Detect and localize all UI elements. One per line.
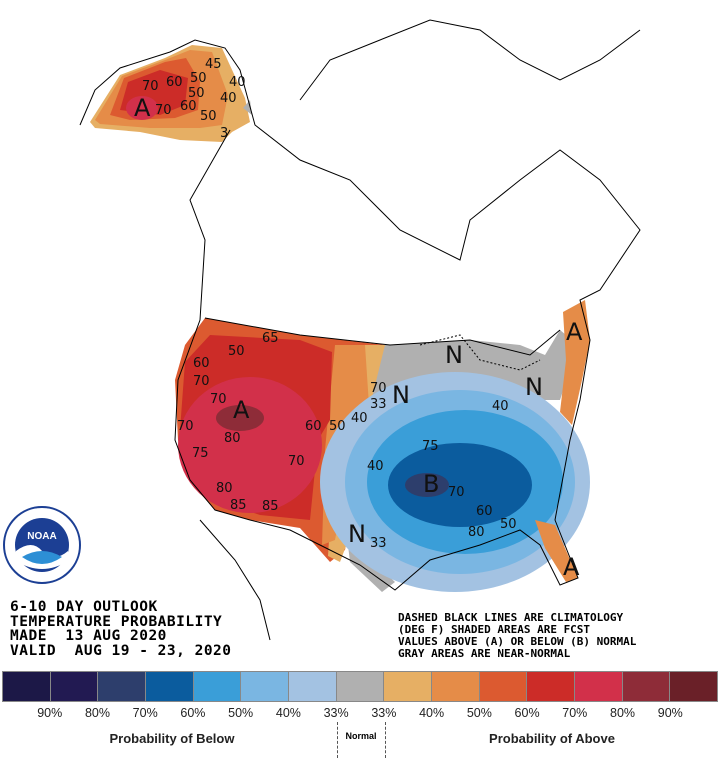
legend-swatch bbox=[527, 672, 576, 701]
contour-label: 60 bbox=[476, 504, 493, 519]
legend-above-title: Probability of Above bbox=[489, 731, 615, 746]
contour-label: 33 bbox=[370, 536, 387, 551]
legend-tick-label: 40% bbox=[275, 706, 301, 720]
contour-label: 70 bbox=[370, 381, 387, 396]
legend-tick-label: 40% bbox=[419, 706, 445, 720]
normal-marker-northeast: N bbox=[525, 373, 543, 401]
legend-swatch bbox=[146, 672, 194, 701]
legend-normal-title: Normal bbox=[345, 731, 377, 741]
legend-tick-label: 50% bbox=[466, 706, 492, 720]
contour-label: 70 bbox=[448, 485, 465, 500]
note-line: VALUES ABOVE (A) OR BELOW (B) NORMAL bbox=[398, 635, 637, 648]
outlook-title: 6-10 DAY OUTLOOK bbox=[10, 599, 158, 615]
contour-label: 50 bbox=[228, 344, 245, 359]
legend-tick-label: 90% bbox=[657, 706, 683, 720]
legend-tick-label: 90% bbox=[37, 706, 63, 720]
valid-dates: VALID AUG 19 - 23, 2020 bbox=[10, 642, 232, 659]
legend-swatch bbox=[432, 672, 480, 701]
contour-label: 50 bbox=[190, 71, 207, 86]
contour-label: 85 bbox=[262, 499, 279, 514]
note-line: DASHED BLACK LINES ARE CLIMATOLOGY bbox=[398, 611, 624, 624]
contour-label: 60 bbox=[193, 356, 210, 371]
contour-label: 70 bbox=[193, 374, 210, 389]
contour-label: 50 bbox=[500, 517, 517, 532]
legend-tick-label: 60% bbox=[180, 706, 206, 720]
above-marker-northeast: A bbox=[566, 318, 583, 346]
contour-label: 60 bbox=[305, 419, 322, 434]
contour-label: 80 bbox=[468, 525, 485, 540]
svg-text:NOAA: NOAA bbox=[27, 531, 56, 542]
legend-tick-label: 33% bbox=[323, 706, 349, 720]
normal-marker-great-lakes: N bbox=[445, 341, 463, 369]
contour-label: 40 bbox=[220, 91, 237, 106]
normal-marker-plains: N bbox=[392, 381, 410, 409]
contour-label: 70 bbox=[142, 79, 159, 94]
above-marker-alaska: A bbox=[134, 94, 151, 122]
normal-divider-right bbox=[385, 722, 386, 758]
legend-tick-label: 70% bbox=[562, 706, 588, 720]
contour-label: 70 bbox=[177, 419, 194, 434]
contour-label: 50 bbox=[188, 86, 205, 101]
legend-tick-label: 60% bbox=[514, 706, 540, 720]
normal-divider-left bbox=[337, 722, 338, 758]
contour-label: 40 bbox=[351, 411, 368, 426]
below-marker: B bbox=[423, 470, 440, 498]
legend-tick-label: 70% bbox=[132, 706, 158, 720]
alaska-shading bbox=[90, 45, 252, 142]
contour-label: 40 bbox=[367, 459, 384, 474]
legend-swatch bbox=[384, 672, 433, 701]
contour-label: 70 bbox=[155, 103, 172, 118]
legend-swatch bbox=[289, 672, 337, 701]
above-marker-florida: A bbox=[563, 553, 580, 581]
legend-tick-label: 50% bbox=[228, 706, 254, 720]
map-notes: DASHED BLACK LINES ARE CLIMATOLOGY (DEG F… bbox=[398, 612, 636, 660]
contour-label: 80 bbox=[216, 481, 233, 496]
contour-label: 60 bbox=[166, 75, 183, 90]
contour-label: 45 bbox=[205, 57, 222, 72]
contour-label: 60 bbox=[180, 99, 197, 114]
contour-label: 70 bbox=[288, 454, 305, 469]
legend-swatch bbox=[670, 672, 718, 701]
legend-swatch bbox=[479, 672, 528, 701]
contour-label: 33 bbox=[370, 397, 387, 412]
legend-tick-label: 80% bbox=[610, 706, 636, 720]
contour-label: 40 bbox=[229, 75, 246, 90]
contour-label: 40 bbox=[492, 399, 509, 414]
contour-label: 65 bbox=[262, 331, 279, 346]
contour-label: 50 bbox=[329, 419, 346, 434]
legend-swatch bbox=[193, 672, 242, 701]
legend-below-title: Probability of Below bbox=[109, 731, 235, 746]
coastline-outlines bbox=[79, 19, 641, 641]
contour-label: 3 bbox=[220, 126, 229, 141]
contour-label: 75 bbox=[192, 446, 209, 461]
legend-swatch bbox=[3, 672, 51, 701]
contour-label: 75 bbox=[422, 439, 439, 454]
temperature-probability-map bbox=[79, 19, 641, 641]
contour-label: 50 bbox=[200, 109, 217, 124]
legend-tick-label: 80% bbox=[84, 706, 110, 720]
legend-swatch bbox=[336, 672, 385, 701]
legend-swatch bbox=[98, 672, 147, 701]
conus-shading bbox=[175, 300, 590, 592]
contour-label: 70 bbox=[210, 392, 227, 407]
legend-tick-label: 33% bbox=[371, 706, 397, 720]
legend-swatch bbox=[241, 672, 290, 701]
note-line: GRAY AREAS ARE NEAR-NORMAL bbox=[398, 647, 571, 660]
probability-legend-bar bbox=[2, 671, 718, 702]
legend-swatch bbox=[622, 672, 671, 701]
note-line: (DEG F) SHADED AREAS ARE FCST bbox=[398, 623, 591, 636]
normal-marker-texas: N bbox=[348, 520, 366, 548]
contour-label: 85 bbox=[230, 498, 247, 513]
outlook-title-block: 6-10 DAY OUTLOOK TEMPERATURE PROBABILITY M… bbox=[10, 600, 232, 658]
legend-swatch bbox=[575, 672, 623, 701]
outlook-variable: TEMPERATURE PROBABILITY bbox=[10, 613, 223, 630]
above-marker-west: A bbox=[233, 396, 250, 424]
made-date: MADE 13 AUG 2020 bbox=[10, 628, 167, 644]
contour-label: 80 bbox=[224, 431, 241, 446]
noaa-logo: NOAA bbox=[3, 506, 81, 584]
legend-swatch bbox=[50, 672, 99, 701]
